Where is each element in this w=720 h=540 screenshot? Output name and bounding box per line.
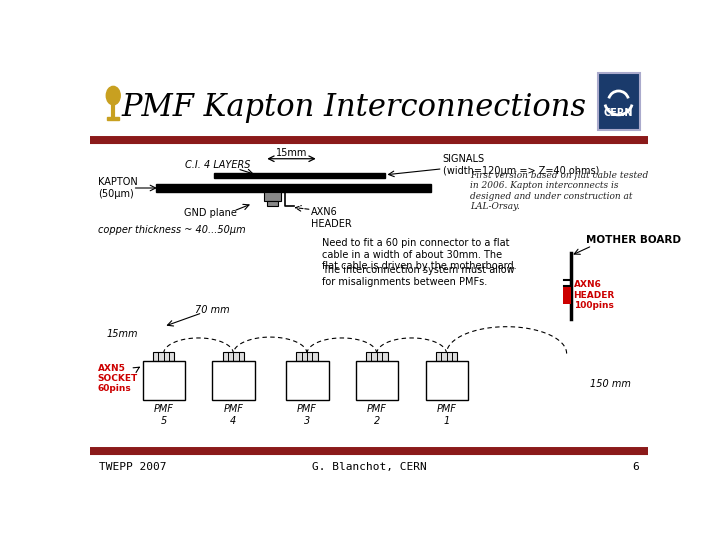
- Bar: [107, 117, 120, 120]
- Text: GND plane: GND plane: [184, 208, 237, 218]
- Text: 150 mm: 150 mm: [590, 379, 631, 389]
- Text: TWEPP 2007: TWEPP 2007: [99, 462, 167, 472]
- Bar: [563, 287, 570, 303]
- Text: copper thickness ~ 40...50μm: copper thickness ~ 40...50μm: [98, 225, 246, 235]
- Bar: [366, 352, 387, 361]
- Text: PMF
4: PMF 4: [223, 404, 243, 426]
- Text: AXN5
SOCKET
60pins: AXN5 SOCKET 60pins: [98, 363, 138, 393]
- Bar: [426, 361, 468, 400]
- Bar: [143, 361, 185, 400]
- Text: CERN: CERN: [604, 109, 634, 118]
- Bar: [153, 352, 174, 361]
- Text: 15mm: 15mm: [276, 148, 307, 158]
- Text: SIGNALS
(width=120μm => Z=40 ohms): SIGNALS (width=120μm => Z=40 ohms): [443, 154, 599, 176]
- Bar: [356, 361, 398, 400]
- Bar: [212, 361, 255, 400]
- Text: C.I. 4 LAYERS: C.I. 4 LAYERS: [185, 160, 251, 170]
- Text: 15mm: 15mm: [107, 329, 138, 339]
- Text: PMF
5: PMF 5: [153, 404, 174, 426]
- Text: MOTHER BOARD: MOTHER BOARD: [586, 235, 681, 245]
- Text: PMF
2: PMF 2: [366, 404, 387, 426]
- Bar: [286, 361, 329, 400]
- Bar: [214, 173, 384, 178]
- Text: 70 mm: 70 mm: [195, 305, 230, 315]
- Bar: [436, 352, 457, 361]
- Text: PMF Kapton Interconnections: PMF Kapton Interconnections: [121, 92, 586, 123]
- Bar: [264, 192, 282, 201]
- Bar: [296, 352, 318, 361]
- Text: PMF
1: PMF 1: [436, 404, 456, 426]
- Bar: [222, 352, 244, 361]
- Bar: [598, 72, 640, 130]
- Text: PMF
3: PMF 3: [297, 404, 317, 426]
- Ellipse shape: [107, 86, 120, 105]
- Text: Need to fit a 60 pin connector to a flat
cable in a width of about 30mm. The
fla: Need to fit a 60 pin connector to a flat…: [323, 238, 517, 271]
- Text: First version based on flat cable tested
in 2006. Kapton interconnects is
design: First version based on flat cable tested…: [469, 171, 648, 211]
- Bar: [156, 184, 431, 192]
- Text: AXN6
HEADER
100pins: AXN6 HEADER 100pins: [574, 280, 615, 310]
- Text: KAPTON
(50μm): KAPTON (50μm): [98, 177, 138, 199]
- Text: 6: 6: [632, 462, 639, 472]
- Text: AXN6
HEADER: AXN6 HEADER: [311, 207, 351, 229]
- Text: The interconnection system must allow
for misalignments between PMFs.: The interconnection system must allow fo…: [323, 265, 515, 287]
- Bar: [267, 201, 279, 206]
- Text: G. Blanchot, CERN: G. Blanchot, CERN: [312, 462, 426, 472]
